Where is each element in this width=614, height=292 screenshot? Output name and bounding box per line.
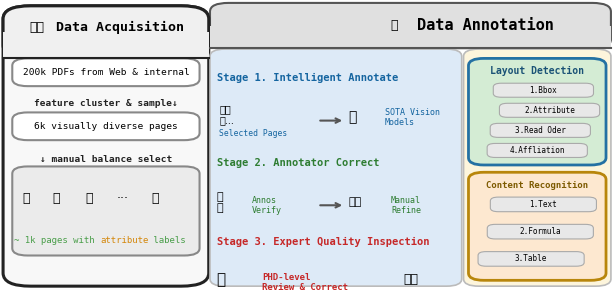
FancyBboxPatch shape <box>12 58 200 86</box>
Text: 📰: 📰 <box>152 192 159 205</box>
Text: 📊: 📊 <box>53 192 60 205</box>
Text: 📄: 📄 <box>85 192 93 205</box>
Text: 📖: 📖 <box>23 192 30 205</box>
Text: 📄🔍: 📄🔍 <box>403 273 418 286</box>
Text: 🖨: 🖨 <box>391 19 398 32</box>
FancyBboxPatch shape <box>3 6 209 286</box>
Text: ↓ manual balance select: ↓ manual balance select <box>40 155 172 164</box>
FancyBboxPatch shape <box>12 112 200 140</box>
Text: 2.Formula: 2.Formula <box>519 227 561 236</box>
Text: Annotations: Annotations <box>500 60 574 70</box>
FancyBboxPatch shape <box>490 124 591 138</box>
Text: 🎓: 🎓 <box>216 272 225 287</box>
Text: feature cluster & sample↓: feature cluster & sample↓ <box>34 99 178 108</box>
Bar <box>210 26 611 48</box>
Text: 6k visually diverse pages: 6k visually diverse pages <box>34 122 178 131</box>
Text: Stage 2. Annotator Correct: Stage 2. Annotator Correct <box>217 158 380 168</box>
Text: Layout Detection: Layout Detection <box>490 66 585 76</box>
Text: 3.Table: 3.Table <box>515 254 547 263</box>
Text: 🤖: 🤖 <box>348 111 357 125</box>
Text: 1.Text: 1.Text <box>529 200 558 209</box>
Bar <box>3 32 209 58</box>
Text: 🖥📄: 🖥📄 <box>29 21 44 34</box>
Text: 2.Attribute: 2.Attribute <box>524 106 575 115</box>
Text: Selected Pages: Selected Pages <box>219 129 287 138</box>
Text: Manual
Refine: Manual Refine <box>391 196 421 215</box>
FancyBboxPatch shape <box>3 6 209 58</box>
Text: PHD-level
Review & Correct: PHD-level Review & Correct <box>262 273 348 292</box>
Text: 1.Bbox: 1.Bbox <box>529 86 558 95</box>
Text: attribute: attribute <box>100 236 149 244</box>
FancyBboxPatch shape <box>478 252 584 266</box>
FancyBboxPatch shape <box>491 197 596 212</box>
FancyBboxPatch shape <box>487 143 588 157</box>
Text: Data Annotation: Data Annotation <box>417 18 553 33</box>
FancyBboxPatch shape <box>210 49 462 286</box>
Text: Content Recognition: Content Recognition <box>486 181 588 190</box>
Text: 📄📄
📄...: 📄📄 📄... <box>219 104 234 126</box>
Text: ~ 1k pages with: ~ 1k pages with <box>14 236 100 244</box>
FancyBboxPatch shape <box>493 83 594 97</box>
Text: 📝🔍: 📝🔍 <box>348 197 362 207</box>
Text: 200k PDFs from Web & internal: 200k PDFs from Web & internal <box>23 68 189 77</box>
FancyBboxPatch shape <box>468 58 606 165</box>
Text: SOTA Vision
Models: SOTA Vision Models <box>385 108 440 127</box>
Text: Stage 3. Expert Quality Inspection: Stage 3. Expert Quality Inspection <box>217 237 430 247</box>
Text: ···: ··· <box>117 192 129 205</box>
FancyBboxPatch shape <box>468 172 606 280</box>
Text: Annos
Verify: Annos Verify <box>252 196 282 215</box>
Text: 📋
👤: 📋 👤 <box>216 192 223 213</box>
FancyBboxPatch shape <box>488 224 593 239</box>
FancyBboxPatch shape <box>12 166 200 256</box>
Text: 4.Affliation: 4.Affliation <box>510 146 565 155</box>
FancyBboxPatch shape <box>499 103 600 117</box>
Text: Data Acquisition: Data Acquisition <box>56 21 184 34</box>
Text: labels: labels <box>149 236 186 244</box>
FancyBboxPatch shape <box>464 49 611 286</box>
Text: 3.Read Oder: 3.Read Oder <box>515 126 565 135</box>
FancyBboxPatch shape <box>210 3 611 48</box>
Text: Stage 1. Intelligent Annotate: Stage 1. Intelligent Annotate <box>217 73 398 83</box>
